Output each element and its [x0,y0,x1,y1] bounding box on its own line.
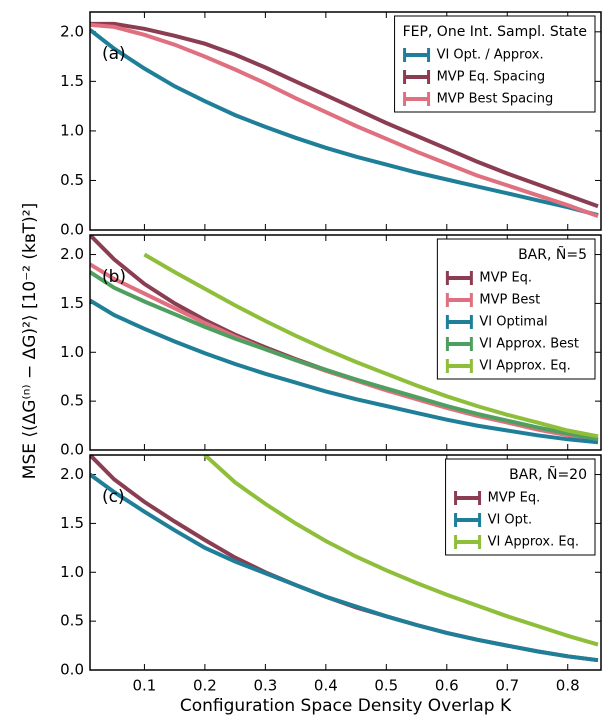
legend-label: MVP Eq. [479,271,532,286]
series-line [143,252,599,439]
y-tick-label: 0.5 [60,171,84,189]
legend-label: VI Approx. Best [479,337,579,352]
legend-box [445,458,596,556]
y-tick-label: 1.0 [60,343,84,361]
series-line [90,21,599,209]
y-tick-label: 0.0 [60,661,84,679]
y-tick-label: 2.0 [60,22,84,40]
y-tick-label: 1.5 [60,72,84,90]
y-tick-label: 1.0 [60,563,84,581]
legend-label: VI Opt. [488,513,533,528]
legend-item: VI Approx. Eq. [454,535,579,550]
legend-item: MVP Best [445,293,540,308]
legend-item: VI Opt. / Approx. [403,48,544,63]
y-tick-label: 2.0 [60,245,84,263]
y-tick-label: 1.5 [60,514,84,532]
legend-item: MVP Eq. [454,491,541,506]
axes-frame [89,454,602,671]
series-line [90,22,599,218]
series-line [90,270,599,442]
legend-title: FEP, One Int. Sampl. State [403,24,587,40]
legend: BAR, Ñ=20 MVP Eq. VI Opt. VI Approx. Eq. [445,458,596,556]
y-tick-label: 0.5 [60,612,84,630]
x-tick-label: 0.2 [193,677,217,695]
legend-label: VI Optimal [479,315,547,330]
lines [90,21,599,218]
x-axis-label: Configuration Space Density Overlap K [180,696,512,716]
legend-label: VI Approx. Eq. [488,535,579,550]
panel: 0.0 0.5 1.0 1.5 2.0 0.1 0.2 0.3 0.4 0.5 0.6 0.7 0.8 (… [60,454,602,695]
y-tick-label: 0.0 [60,441,84,459]
x-tick-label: 0.4 [314,677,338,695]
series-line [90,28,599,218]
legend-item: MVP Eq. Spacing [403,70,546,85]
panel: 0.0 0.5 1.0 1.5 2.0 (b) BAR, Ñ=5 MVP Eq. MVP Bes… [60,234,602,459]
series-line [90,472,599,663]
legend-label: VI Opt. / Approx. [437,48,544,63]
legend-label: VI Approx. Eq. [479,359,570,374]
legend-item: VI Approx. Best [445,337,579,352]
y-tick-label: 1.5 [60,294,84,312]
legend-item: VI Approx. Eq. [445,359,571,374]
legend: FEP, One Int. Sampl. State VI Opt. / Appr… [394,15,596,113]
legend-item: VI Optimal [445,315,548,330]
series-line [90,298,599,445]
legend: BAR, Ñ=5 MVP Eq. MVP Best VI Optimal VI Appr… [436,238,596,380]
legend-item: MVP Best Spacing [403,92,554,107]
series-line [203,455,599,647]
legend-label: MVP Eq. [488,491,541,506]
x-tick-label: 0.3 [253,677,277,695]
panel-label: (c) [102,487,125,507]
y-tick-label: 0.0 [60,221,84,239]
y-axis-label: MSE ⟨(ΔG⁽ⁿ⁾ − ΔG)²⟩ [10⁻² (kʙT)²] [20,203,40,479]
y-tick-label: 0.5 [60,392,84,410]
lines [90,235,599,445]
x-tick-label: 0.6 [435,677,459,695]
axes-frame [89,11,602,231]
axes-frame [89,234,602,451]
panel-label: (a) [102,44,126,64]
legend-title: BAR, Ñ=20 [509,466,587,483]
y-tick-label: 1.0 [60,121,84,139]
panel: 0.0 0.5 1.0 1.5 2.0 (a) FEP, One Int. Sampl. S… [60,11,602,239]
legend-item: VI Opt. [454,513,533,528]
legend-label: MVP Best Spacing [437,92,554,107]
legend-label: MVP Eq. Spacing [437,70,546,85]
legend-label: MVP Best [479,293,540,308]
x-tick-label: 0.7 [495,677,519,695]
legend-box [436,238,596,380]
x-tick-label: 0.1 [132,677,156,695]
legend-item: MVP Eq. [445,271,532,286]
x-tick-label: 0.8 [556,677,580,695]
y-tick-label: 2.0 [60,465,84,483]
x-tick-label: 0.5 [374,677,398,695]
lines [90,455,599,663]
legend-title: BAR, Ñ=5 [518,246,587,263]
panel-label: (b) [102,267,126,287]
